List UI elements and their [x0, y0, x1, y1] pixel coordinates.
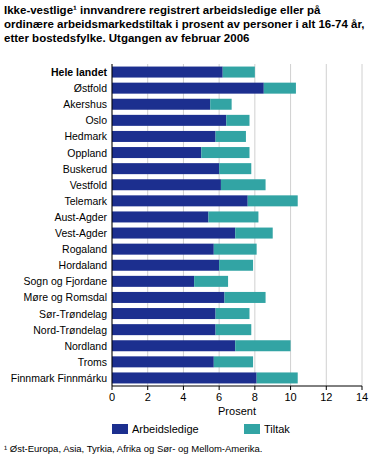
- bar: [112, 324, 216, 335]
- tick: [147, 386, 148, 390]
- grid-line: [147, 64, 148, 386]
- footnote: ¹ Øst-Europa, Asia, Tyrkia, Afrika og Sø…: [4, 443, 263, 454]
- bar: [216, 324, 252, 335]
- bar: [216, 308, 250, 319]
- tick-label: 14: [356, 391, 368, 403]
- category-label: Vestfold: [70, 179, 108, 191]
- tick: [254, 386, 255, 390]
- bar: [112, 292, 225, 303]
- tick-label: 10: [284, 391, 296, 403]
- grid-line: [362, 64, 363, 386]
- tick: [326, 386, 327, 390]
- bar: [112, 228, 235, 239]
- bar: [112, 67, 223, 78]
- category-label: Finnmark Finnmárku: [11, 372, 107, 384]
- bar: [221, 179, 266, 190]
- bar: [112, 179, 221, 190]
- tick: [183, 386, 184, 390]
- x-axis: [112, 386, 362, 387]
- bar: [223, 67, 255, 78]
- tick-label: 2: [145, 391, 151, 403]
- bar: [214, 356, 253, 367]
- category-label: Hele landet: [51, 66, 108, 78]
- bar: [112, 195, 248, 206]
- grid-line: [254, 64, 255, 386]
- bar: [210, 99, 231, 110]
- legend-label: Tiltak: [264, 423, 290, 435]
- bar: [226, 115, 249, 126]
- tick-label: 6: [216, 391, 222, 403]
- category-label: Vest-Agder: [55, 227, 107, 239]
- grid-line: [183, 64, 184, 386]
- bar: [112, 211, 208, 222]
- category-label: Buskerud: [63, 163, 108, 175]
- bar: [219, 260, 253, 271]
- bars: [112, 67, 298, 384]
- grid-line: [290, 64, 291, 386]
- bar: [248, 195, 298, 206]
- legend-swatch: [112, 424, 128, 434]
- bar: [112, 372, 257, 383]
- axis-label: Prosent: [218, 405, 256, 417]
- bar: [235, 340, 290, 351]
- bar: [201, 147, 249, 158]
- bar: [264, 83, 296, 94]
- tick-label: 12: [320, 391, 332, 403]
- bar: [208, 211, 258, 222]
- tick: [362, 386, 363, 390]
- grid-line: [219, 64, 220, 386]
- y-axis: [112, 64, 113, 386]
- grid-line: [326, 64, 327, 386]
- bar: [235, 228, 273, 239]
- category-label: Nord-Trøndelag: [33, 324, 107, 336]
- category-label: Hedmark: [64, 130, 107, 142]
- bar: [225, 292, 266, 303]
- category-label: Akershus: [63, 98, 107, 110]
- bar: [194, 276, 228, 287]
- category-label: Oslo: [85, 114, 107, 126]
- bar: [112, 308, 216, 319]
- category-label: Hordaland: [59, 259, 108, 271]
- tick: [290, 386, 291, 390]
- bar: [257, 372, 298, 383]
- category-label: Oppland: [67, 147, 107, 159]
- legend-label: Arbeidsledige: [132, 423, 199, 435]
- tick-label: 8: [252, 391, 258, 403]
- bar: [112, 131, 216, 142]
- bar: [112, 276, 194, 287]
- tick-label: 0: [109, 391, 115, 403]
- bar: [112, 244, 214, 255]
- bar: [112, 99, 210, 110]
- category-label: Nordland: [64, 340, 107, 352]
- category-label: Telemark: [64, 195, 107, 207]
- title: Ikke-vestlige¹ innvandrere registrert ar…: [4, 3, 370, 45]
- tick-label: 4: [180, 391, 186, 403]
- bar: [214, 244, 257, 255]
- tick: [219, 386, 220, 390]
- bar: [112, 115, 226, 126]
- tick: [112, 386, 113, 390]
- bar: [112, 83, 264, 94]
- category-label: Møre og Romsdal: [24, 291, 107, 303]
- bar: [112, 260, 219, 271]
- bar: [112, 356, 214, 367]
- category-label: Troms: [78, 356, 107, 368]
- category-label: Sogn og Fjordane: [24, 275, 108, 287]
- bar: [216, 131, 246, 142]
- bar: [112, 147, 201, 158]
- bar: [112, 163, 219, 174]
- category-label: Østfold: [74, 82, 107, 94]
- category-label: Rogaland: [62, 243, 107, 255]
- grid-line: [112, 64, 113, 386]
- bar: [219, 163, 251, 174]
- bar: [112, 340, 235, 351]
- category-label: Aust-Agder: [54, 211, 107, 223]
- category-label: Sør-Trøndelag: [39, 308, 107, 320]
- legend-swatch: [244, 424, 260, 434]
